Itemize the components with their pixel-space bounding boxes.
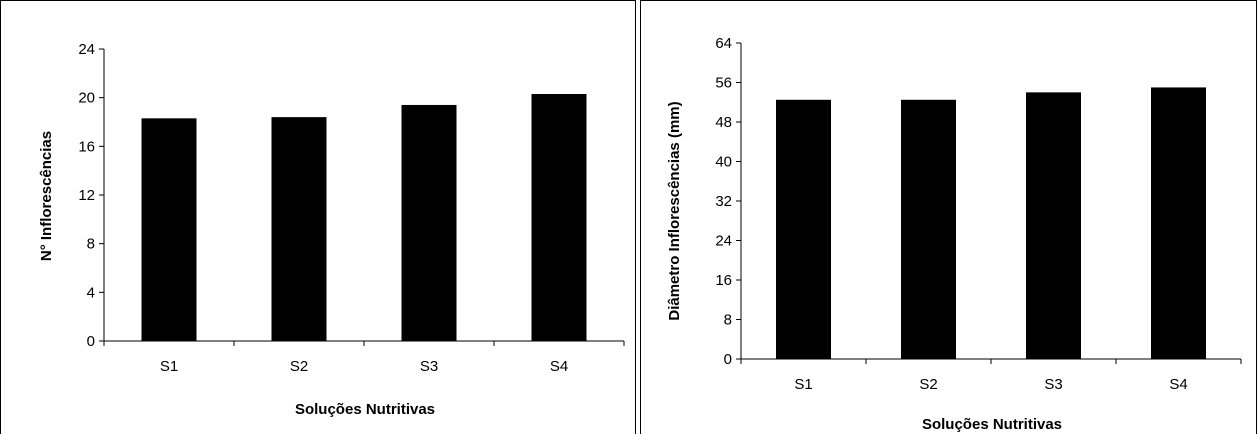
bar-s1 (141, 118, 197, 341)
x-tick-label: S4 (1169, 376, 1187, 393)
y-tick-label: 24 (78, 41, 95, 58)
y-tick-label: 48 (715, 114, 732, 131)
y-tick-label: 16 (78, 138, 95, 155)
bar-s1 (776, 99, 831, 359)
y-tick-label: 8 (724, 312, 732, 329)
y-tick-label: 0 (724, 351, 732, 368)
y-tick-label: 12 (78, 187, 95, 204)
x-tick-label: S1 (160, 358, 178, 375)
y-axis-label: N° Inflorescências (38, 131, 55, 261)
y-tick-label: 20 (78, 90, 95, 107)
bar-chart-inflorescence-diameter: Diâmetro Inflorescências (mm) Soluções N… (666, 35, 1242, 433)
x-tick-label: S2 (919, 376, 937, 393)
x-tick-label: S4 (550, 358, 568, 375)
bar-s3 (401, 104, 457, 341)
bar-chart-inflorescence-count: N° Inflorescências Soluções Nutritivas 0… (38, 41, 625, 418)
y-tick-label: 8 (87, 236, 95, 253)
x-tick-label: S3 (420, 358, 438, 375)
bar-s2 (271, 117, 327, 341)
x-axis-label: Soluções Nutritivas (922, 416, 1062, 433)
y-tick-label: 32 (715, 193, 732, 210)
y-tick-label: 0 (87, 333, 95, 350)
bar-s2 (901, 99, 956, 359)
bar-s3 (1026, 92, 1081, 359)
x-tick-label: S3 (1044, 376, 1062, 393)
bar-s4 (1151, 87, 1206, 359)
y-tick-label: 56 (715, 75, 732, 92)
x-tick-label: S1 (794, 376, 812, 393)
y-tick-label: 4 (87, 284, 95, 301)
bar-s4 (531, 94, 587, 342)
y-tick-label: 40 (715, 154, 732, 171)
x-axis-label: Soluções Nutritivas (295, 401, 435, 418)
y-tick-label: 64 (715, 35, 732, 52)
y-tick-label: 24 (715, 233, 732, 250)
chart-panel-inflorescence-count: N° Inflorescências Soluções Nutritivas 0… (0, 0, 636, 434)
x-tick-label: S2 (290, 358, 308, 375)
chart-panel-inflorescence-diameter: Diâmetro Inflorescências (mm) Soluções N… (640, 0, 1257, 434)
y-axis-label: Diâmetro Inflorescências (mm) (666, 101, 683, 320)
y-tick-label: 16 (715, 272, 732, 289)
